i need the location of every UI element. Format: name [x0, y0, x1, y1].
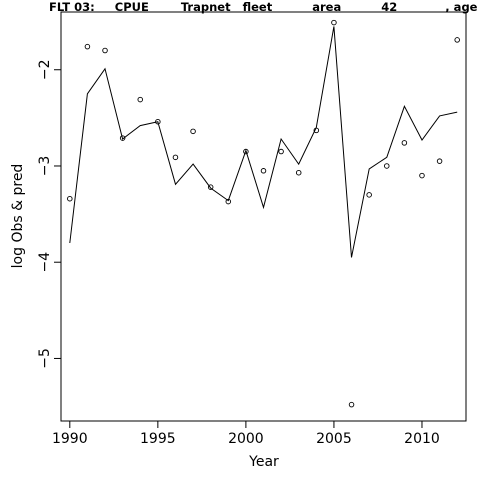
observed-point — [207, 184, 214, 190]
x-tick-label: 2005 — [316, 431, 352, 447]
y-tick-label: −4 — [37, 252, 53, 273]
x-axis: 1990 1995 2000 2005 2010 — [52, 421, 440, 447]
observed-point — [331, 19, 337, 26]
observed-point — [401, 140, 408, 146]
series-layer — [67, 19, 460, 408]
x-axis-label: Year — [248, 454, 279, 470]
plot-frame — [60, 11, 467, 422]
observed-point — [190, 128, 196, 135]
observed-point — [436, 158, 443, 164]
y-tick-label: −5 — [37, 348, 53, 369]
observed-point — [155, 118, 161, 125]
observed-point — [243, 148, 249, 155]
chart-title: FLT 03: CPUE Trapnet fleet area 42 , age… — [49, 0, 480, 14]
x-tick-label: 1995 — [140, 431, 176, 447]
observed-point — [67, 195, 73, 202]
observed-point — [172, 154, 179, 161]
y-axis-label: log Obs & pred — [10, 164, 26, 269]
observed-point — [84, 43, 91, 50]
observed-point — [454, 37, 460, 43]
x-tick-label: 2000 — [228, 431, 264, 447]
observed-point — [278, 148, 284, 155]
observed-point — [366, 192, 372, 198]
observed-point — [313, 127, 320, 134]
observed-point — [102, 47, 108, 54]
x-tick-label: 2010 — [404, 431, 440, 447]
observed-point — [225, 198, 232, 205]
y-axis: −5 −4 −3 −2 — [37, 59, 61, 369]
observed-point — [384, 163, 390, 169]
x-tick-label: 1990 — [52, 431, 88, 447]
observed-point — [295, 169, 302, 176]
y-tick-label: −3 — [37, 156, 53, 177]
observed-point — [119, 135, 126, 141]
observed-point — [137, 96, 143, 103]
observed-point — [348, 401, 355, 408]
y-tick-label: −2 — [37, 59, 53, 80]
predicted-line — [69, 26, 458, 258]
observed-point — [419, 172, 425, 179]
observed-point — [260, 168, 267, 174]
